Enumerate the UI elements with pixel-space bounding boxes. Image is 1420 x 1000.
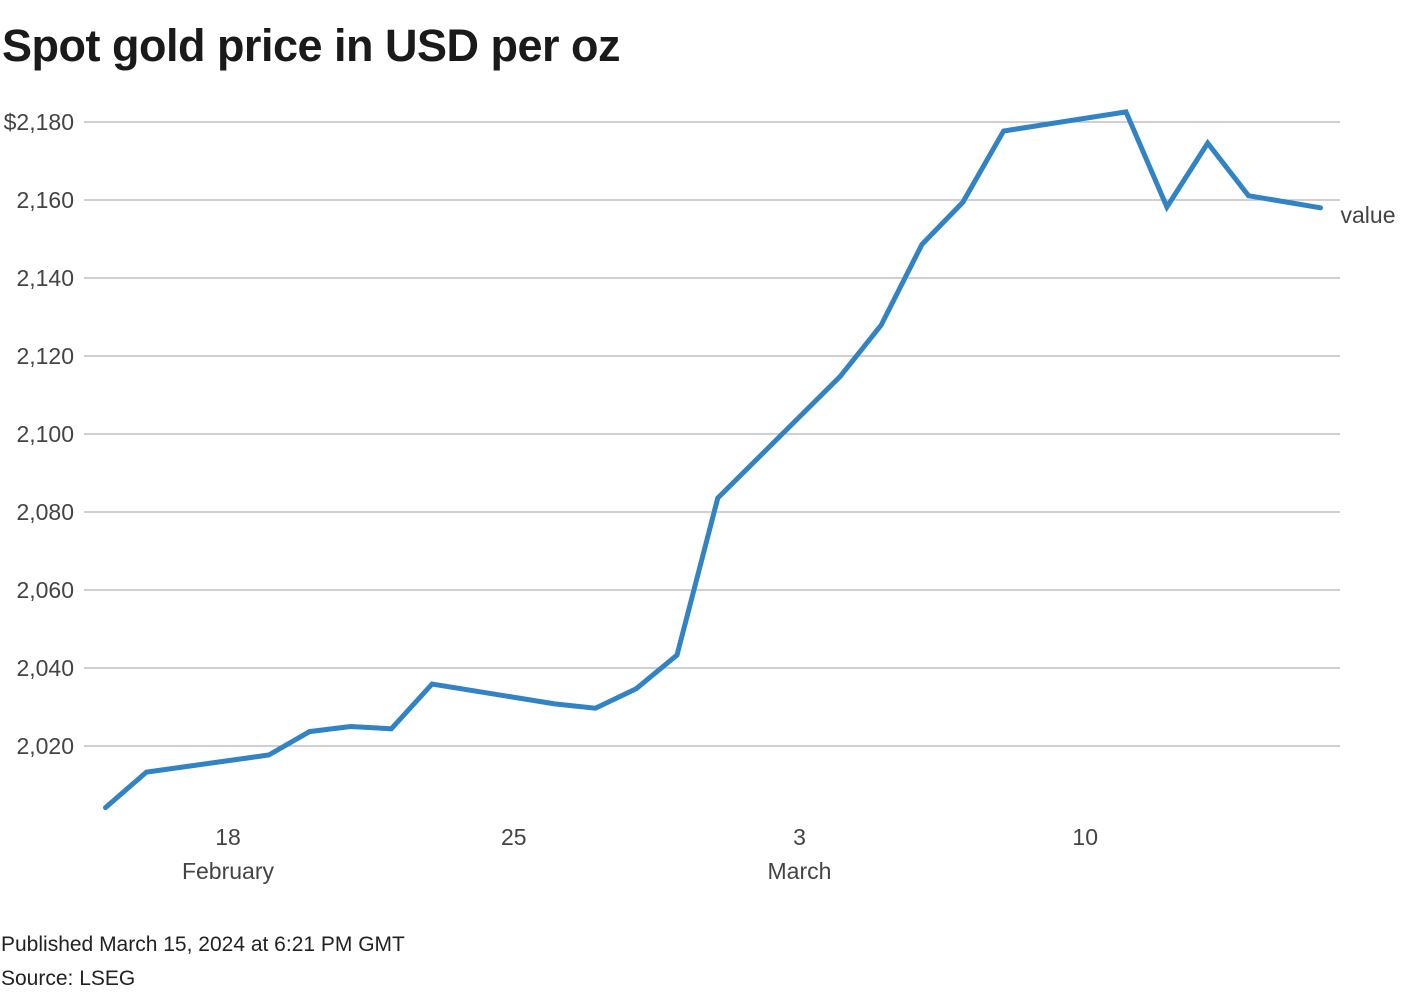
published-date: Published March 15, 2024 at 6:21 PM GMT bbox=[1, 933, 405, 956]
x-month-label: February bbox=[182, 858, 275, 884]
y-axis: 2,020 2,040 2,060 2,080 2,100 2,120 2,140 2,160… bbox=[4, 109, 74, 759]
x-tick-label: 25 bbox=[501, 824, 527, 850]
chart-title: Spot gold price in USD per oz bbox=[2, 20, 621, 71]
series-layer: value bbox=[103, 109, 1396, 811]
x-tick-label: 18 bbox=[215, 824, 241, 850]
y-tick-label: $2,180 bbox=[4, 109, 74, 135]
y-tick-label: 2,120 bbox=[16, 343, 74, 369]
gridlines bbox=[84, 121, 1340, 747]
y-tick-label: 2,100 bbox=[16, 421, 74, 447]
x-axis: 18 February 25 3 March 10 bbox=[182, 824, 1098, 884]
source-note: Source: LSEG bbox=[1, 967, 136, 990]
x-tick-label: 3 bbox=[793, 824, 806, 850]
series-label: value bbox=[1341, 202, 1396, 228]
y-tick-label: 2,160 bbox=[16, 187, 74, 213]
y-tick-label: 2,060 bbox=[16, 577, 74, 603]
y-tick-label: 2,020 bbox=[16, 733, 74, 759]
series-line bbox=[103, 109, 1323, 811]
y-tick-label: 2,140 bbox=[16, 265, 74, 291]
x-tick-label: 10 bbox=[1072, 824, 1098, 850]
y-tick-label: 2,080 bbox=[16, 499, 74, 525]
y-tick-label: 2,040 bbox=[16, 655, 74, 681]
x-month-label: March bbox=[768, 858, 832, 884]
